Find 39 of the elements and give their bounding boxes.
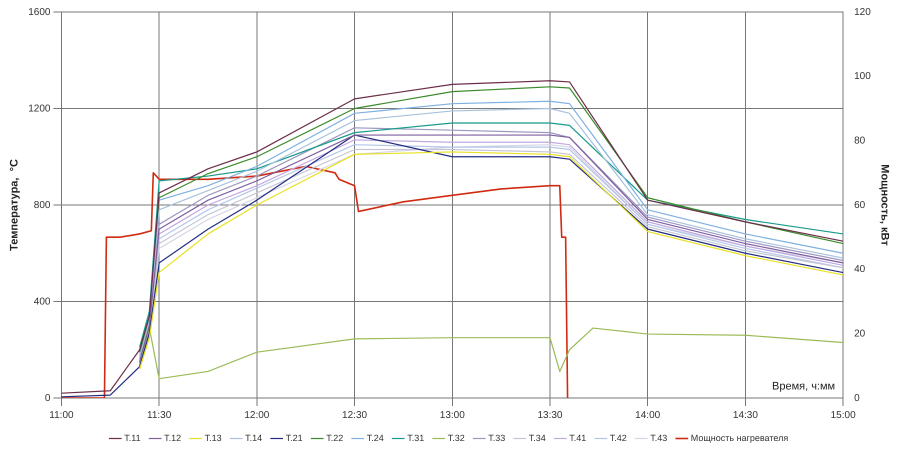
legend-label: T.24 [366,432,384,443]
y2-tick-label: 120 [854,6,872,18]
legend-label: T.34 [528,432,546,443]
legend-label: T.14 [245,432,262,443]
y2-tick-label: 60 [854,200,866,211]
x-tick-label: 14:00 [635,410,661,421]
legend-label: T.32 [448,432,465,443]
y2-axis-title: Мощность, кВт [878,164,890,246]
y2-tick-label: 40 [854,264,866,276]
legend-label: T.31 [407,432,424,443]
y-tick-label: 1200 [28,103,51,114]
y-tick-label: 400 [34,296,51,308]
x-tick-label: 12:00 [244,410,270,421]
x-tick-label: 13:30 [537,410,563,421]
legend-label: T.12 [164,432,182,443]
legend-label: T.42 [610,432,627,443]
y2-tick-label: 100 [854,71,872,82]
legend-label: T.41 [569,432,586,443]
y2-tick-label: 80 [854,135,866,146]
legend-label: Мощность нагревателя [690,432,788,443]
y-tick-label: 800 [34,200,51,211]
legend-label: T.21 [286,432,303,443]
x-tick-label: 15:00 [830,410,856,421]
legend-label: T.43 [650,432,668,443]
x-tick-label: 11:00 [49,410,74,421]
x-tick-label: 12:30 [342,410,368,421]
x-tick-label: 14:30 [732,410,758,421]
y-tick-label: 1600 [28,6,51,18]
y2-tick-label: 0 [854,392,860,404]
x-axis-title: Время, ч:мм [772,380,836,393]
x-tick-label: 13:00 [440,410,466,421]
legend-label: T.11 [124,432,141,443]
legend-label: T.22 [326,432,344,443]
legend-label: T.13 [204,432,222,443]
legend-label: T.33 [488,432,506,443]
y2-tick-label: 20 [854,328,866,340]
y-axis-title: Температура, °С [8,159,21,251]
y-tick-label: 0 [44,392,51,404]
x-tick-label: 11:30 [147,410,172,421]
